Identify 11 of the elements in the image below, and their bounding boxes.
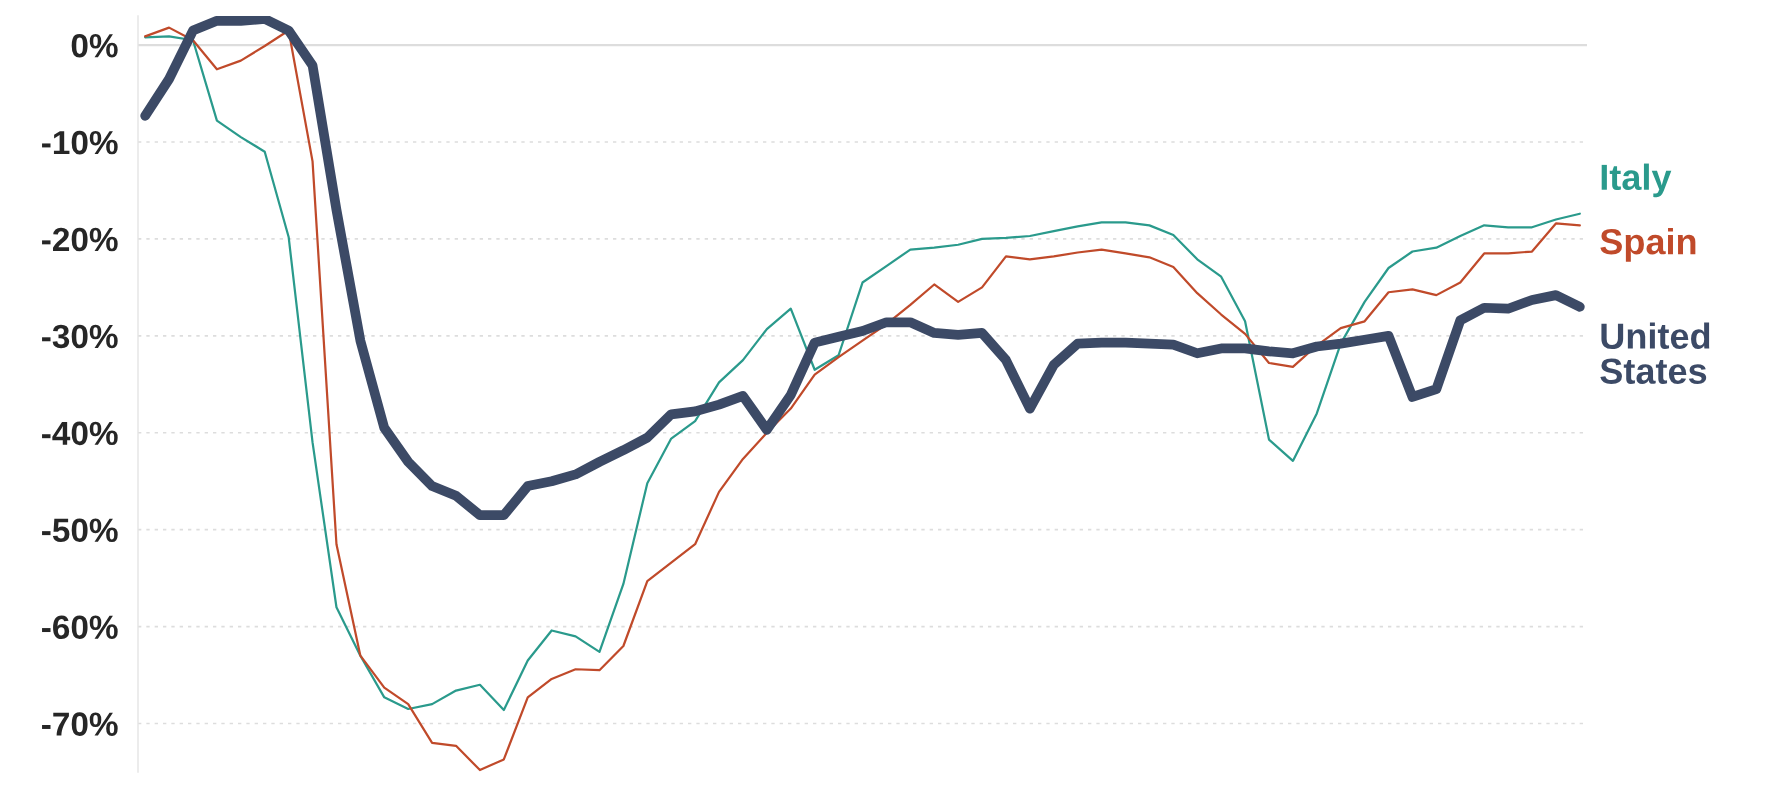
y-tick-label: -40%	[42, 421, 118, 446]
series-label: Spain	[1600, 227, 1696, 262]
y-tick-label: -30%	[42, 324, 118, 349]
y-tick-label: -60%	[42, 615, 118, 640]
y-tick-label: -50%	[42, 518, 118, 543]
y-tick-label: -20%	[42, 227, 118, 252]
y-tick-label: -10%	[42, 130, 118, 155]
series-label: United States	[1600, 322, 1710, 384]
y-tick-label: 0%	[71, 33, 118, 58]
y-tick-label: -70%	[42, 712, 118, 736]
series-label: Italy	[1601, 163, 1672, 198]
